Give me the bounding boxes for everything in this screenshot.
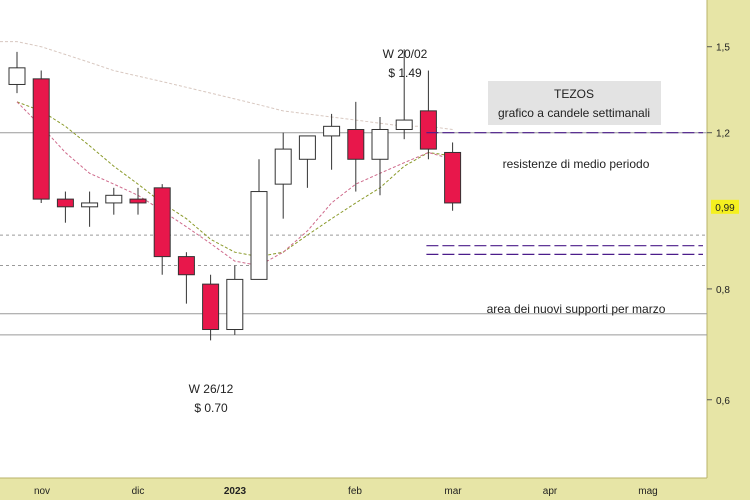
title-box: TEZOS grafico a candele settimanali: [488, 81, 661, 125]
y-tick-label: 1,2: [716, 129, 730, 140]
candle-body-up: [323, 125, 341, 137]
price-tag-background: [711, 199, 739, 214]
y-tick-label: 0,8: [716, 285, 730, 296]
candle-body-down: [444, 151, 462, 204]
x-tick-label: feb: [348, 486, 362, 497]
low-annotation: W 26/12 $ 0.70: [189, 382, 234, 415]
candle: [153, 184, 171, 275]
high-annotation: W 20/02 $ 1.49: [383, 47, 428, 80]
x-tick-label: mag: [638, 486, 657, 497]
price-tag: 0,99: [711, 199, 739, 214]
candles: [8, 49, 462, 341]
candle-body-up: [105, 194, 123, 204]
candle: [105, 187, 123, 215]
candle: [32, 70, 50, 203]
plot-area: [0, 0, 707, 478]
candle: [202, 274, 220, 341]
candle: [81, 191, 99, 227]
chart-subtitle: grafico a candele settimanali: [498, 106, 650, 120]
candle: [56, 191, 74, 223]
y-axis-panel: [707, 0, 750, 500]
y-tick-label: 0,6: [716, 396, 730, 407]
candle: [129, 187, 147, 215]
x-tick-label: dic: [132, 486, 145, 497]
candle-body-down: [129, 198, 147, 204]
candle: [323, 113, 341, 170]
candle-body-up: [298, 135, 316, 160]
price-tag-label: 0,99: [715, 203, 735, 214]
candle-body-down: [419, 110, 437, 150]
candle: [250, 159, 268, 280]
x-tick-label: mar: [444, 486, 462, 497]
candle: [298, 135, 316, 188]
candle-body-up: [395, 119, 413, 130]
candle-body-down: [56, 198, 74, 208]
candle-body-up: [81, 202, 99, 208]
candle-body-up: [8, 67, 26, 85]
candle: [347, 101, 365, 192]
high-annotation-week: W 20/02: [383, 47, 428, 61]
candle: [419, 70, 437, 160]
candle-body-down: [347, 128, 365, 160]
candle: [177, 252, 195, 304]
candle: [395, 49, 413, 140]
candle: [226, 265, 244, 335]
supports-label: area dei nuovi supporti per marzo: [487, 302, 666, 316]
title-box-background: [488, 81, 661, 125]
candle: [274, 132, 292, 219]
candle-body-down: [32, 78, 50, 200]
candle-body-down: [153, 187, 171, 258]
level-lines: [426, 132, 703, 255]
y-tick-label: 1,5: [716, 43, 730, 54]
candle: [8, 51, 26, 94]
candle-body-down: [177, 256, 195, 276]
candle: [371, 116, 389, 196]
high-annotation-price: $ 1.49: [388, 66, 422, 80]
low-annotation-price: $ 0.70: [194, 401, 228, 415]
candle-body-up: [250, 191, 268, 280]
x-axis: nov dic 2023 feb mar apr mag: [34, 486, 658, 497]
x-tick-label: apr: [543, 486, 558, 497]
resistance-label: resistenze di medio periodo: [503, 157, 650, 171]
candle-body-up: [371, 128, 389, 160]
x-tick-label: 2023: [224, 486, 247, 497]
x-axis-panel: [0, 478, 707, 500]
x-tick-label: nov: [34, 486, 50, 497]
chart-title: TEZOS: [554, 87, 594, 101]
moving-average-long: [0, 41, 453, 130]
candle: [444, 142, 462, 211]
candle-body-up: [226, 278, 244, 331]
y-axis: 1,5 1,2 0,8 0,6: [707, 43, 730, 407]
low-annotation-week: W 26/12: [189, 382, 234, 396]
candle-body-up: [274, 148, 292, 185]
candle-body-down: [202, 283, 220, 331]
